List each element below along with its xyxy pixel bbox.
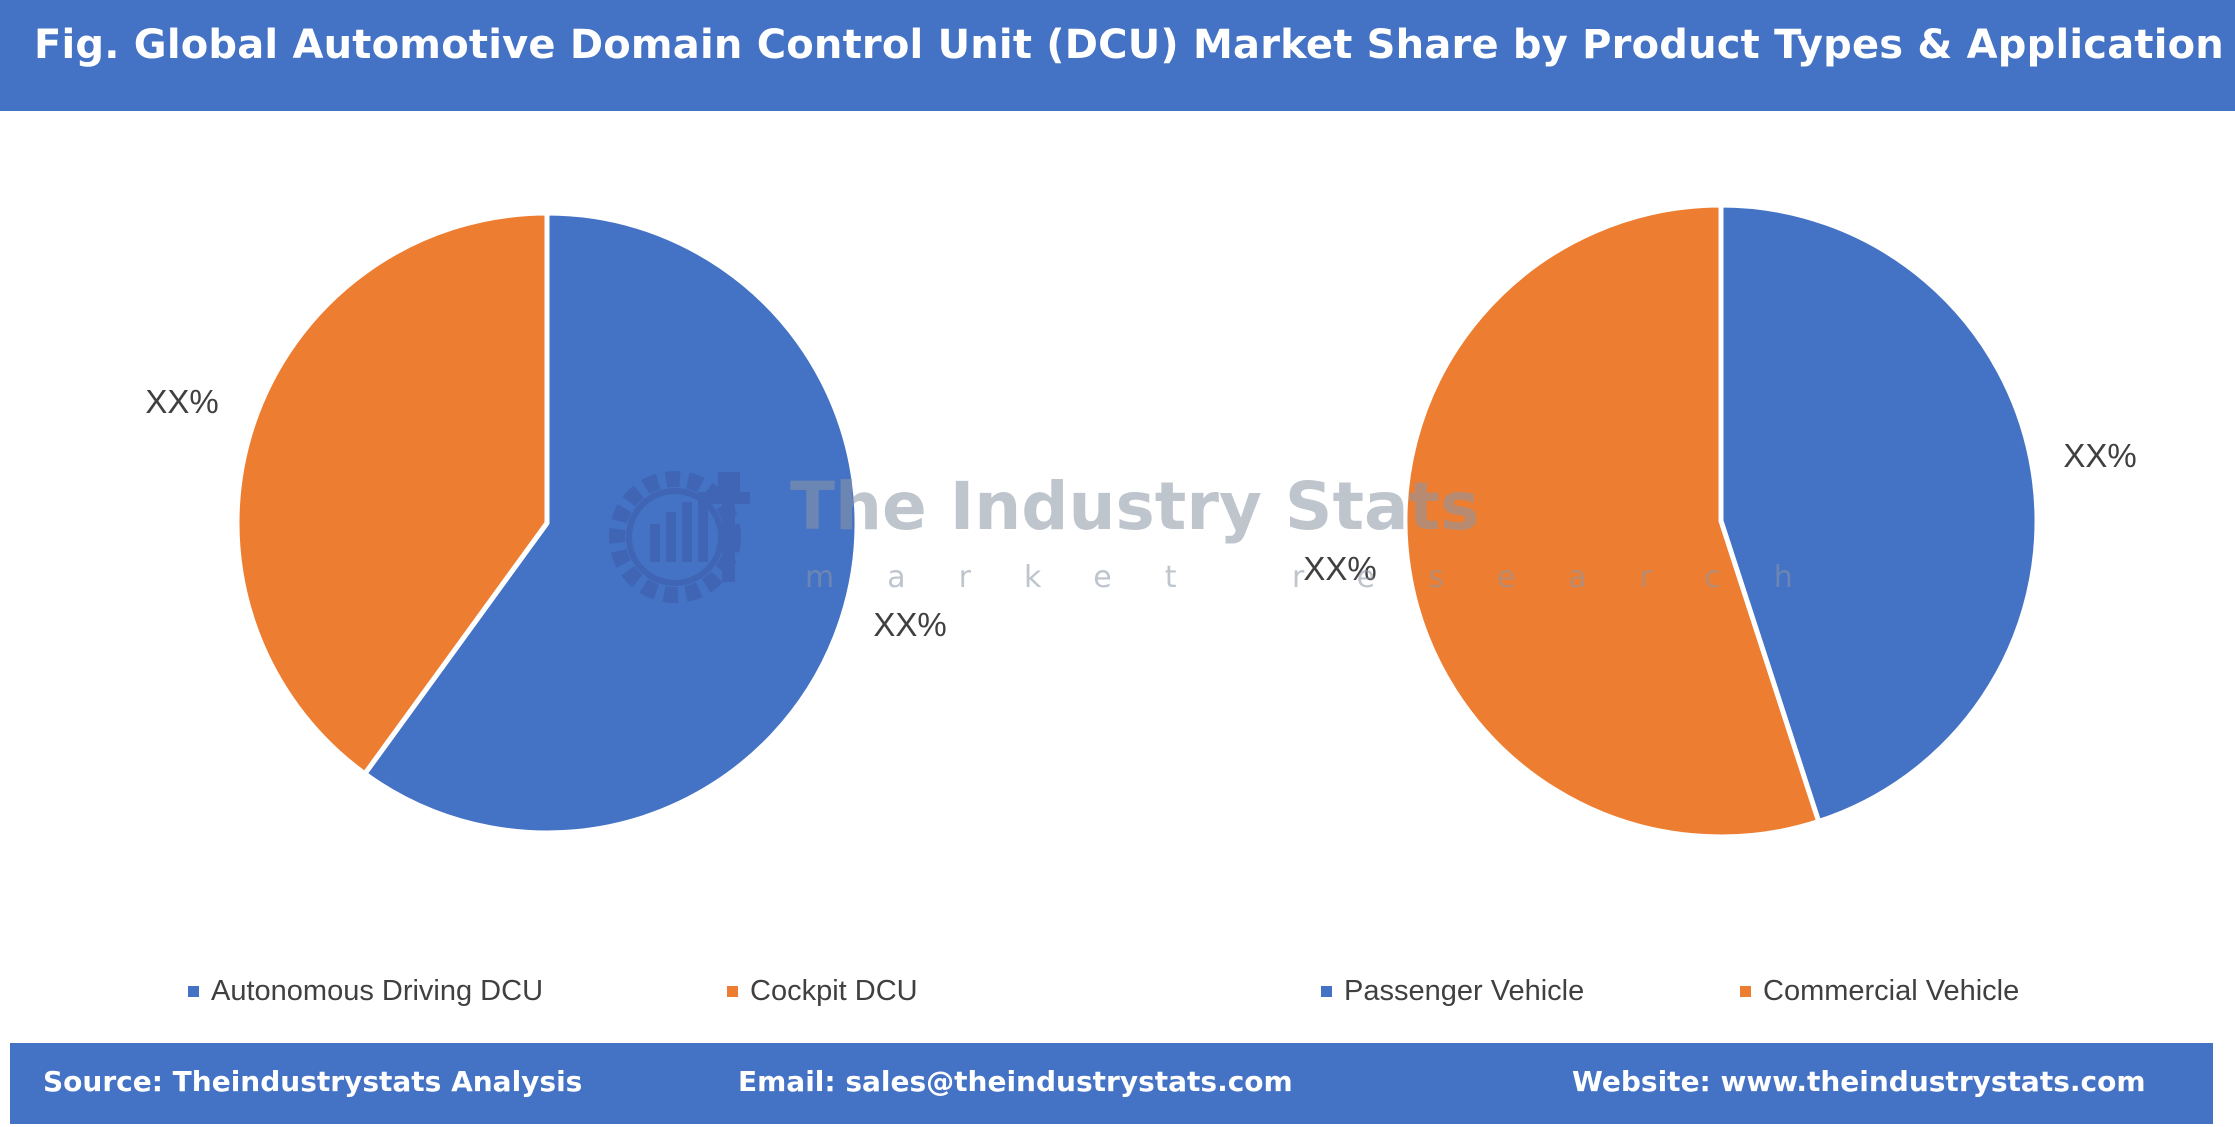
legend-item-autonomous-driving-dcu: Autonomous Driving DCU — [188, 975, 543, 1008]
title-banner: Fig. Global Automotive Domain Control Un… — [0, 0, 2235, 111]
pie-slice-passenger-vehicle — [1718, 202, 2040, 825]
footer-banner: Source: Theindustrystats Analysis Email:… — [10, 1043, 2213, 1124]
data-label: XX% — [873, 606, 946, 643]
pie-slice-cockpit-dcu — [234, 210, 550, 777]
footer-source: Source: Theindustrystats Analysis — [43, 1065, 583, 1098]
legend-item-passenger-vehicle: Passenger Vehicle — [1321, 975, 1584, 1008]
legend-swatch — [727, 986, 738, 997]
legend-label: Cockpit DCU — [750, 975, 918, 1007]
footer-website: Website: www.theindustrystats.com — [1572, 1065, 2146, 1098]
legend-label: Autonomous Driving DCU — [211, 975, 544, 1007]
data-label: XX% — [2063, 437, 2136, 474]
legend-swatch — [1740, 986, 1751, 997]
legend-swatch — [1321, 986, 1332, 997]
footer-email: Email: sales@theindustrystats.com — [738, 1065, 1293, 1098]
chart-title: Fig. Global Automotive Domain Control Un… — [34, 22, 2224, 68]
pie-charts: XX% XX% XX% XX% — [145, 202, 2137, 840]
data-label: XX% — [145, 383, 218, 420]
legend-swatch — [188, 986, 199, 997]
pie-slice-commercial-vehicle — [1402, 202, 1822, 840]
data-label: XX% — [1303, 550, 1376, 587]
legend-item-cockpit-dcu: Cockpit DCU — [727, 975, 918, 1008]
legend-item-commercial-vehicle: Commercial Vehicle — [1740, 975, 2019, 1008]
legend-label: Commercial Vehicle — [1763, 975, 2020, 1007]
legend-label: Passenger Vehicle — [1344, 975, 1585, 1007]
